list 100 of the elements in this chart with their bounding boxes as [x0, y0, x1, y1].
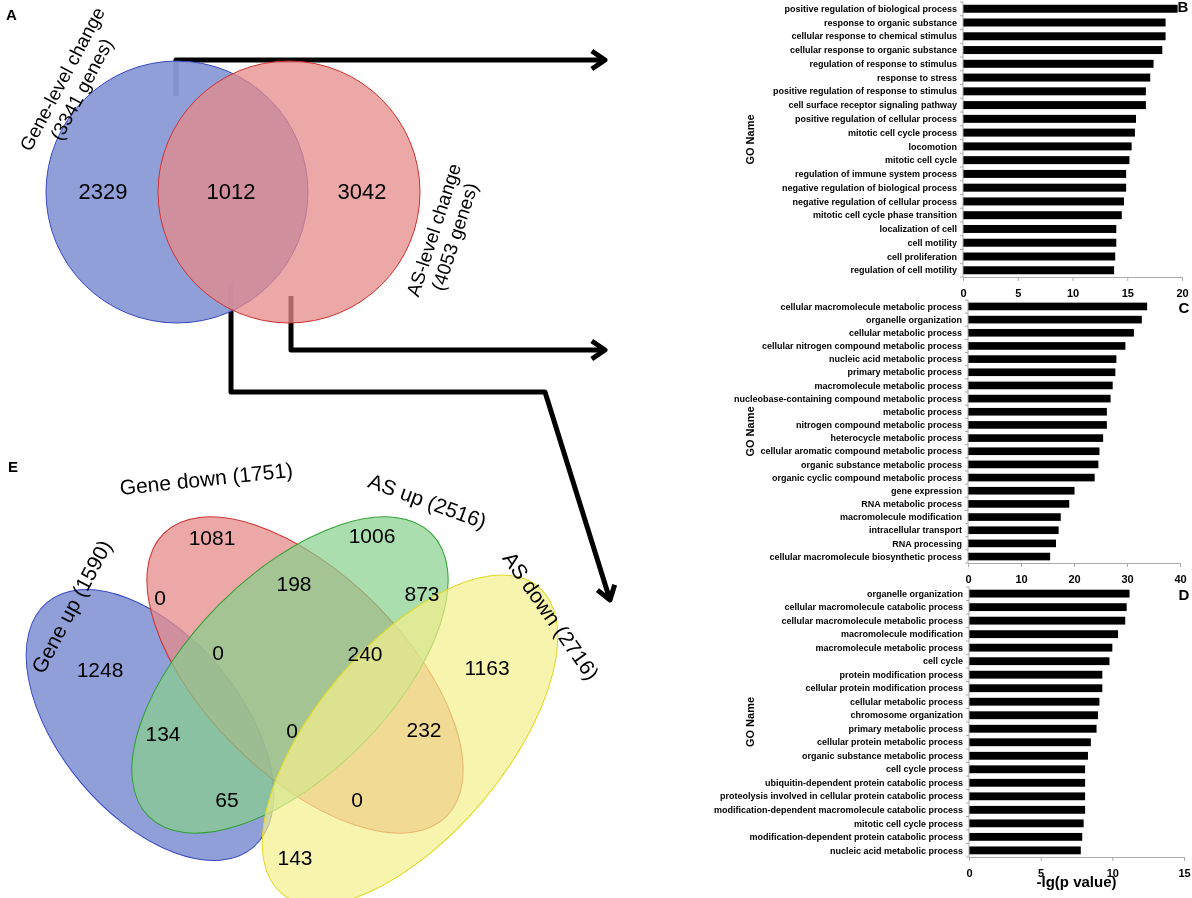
y-tick-label: cell surface receptor signaling pathway — [788, 100, 957, 111]
y-tick-label: nitrogen compound metabolic process — [795, 420, 962, 431]
x-tick-label: 20 — [1068, 573, 1081, 586]
text: 198 — [276, 572, 312, 596]
text: 134 — [145, 722, 181, 746]
bar — [968, 460, 1099, 469]
y-tick-label: heterocycle metabolic process — [830, 433, 962, 444]
y-tick-label: cellular macromolecule biosynthetic process — [769, 551, 962, 562]
text: 65 — [215, 788, 239, 812]
bar — [963, 211, 1122, 220]
y-tick-label: cellular protein modification process — [805, 683, 963, 694]
x-tick-label: 5 — [1015, 287, 1022, 300]
bar — [969, 589, 1130, 598]
y-tick-label: nucleobase-containing compound metabolic process — [733, 393, 962, 404]
bar — [963, 101, 1146, 110]
text: 232 — [406, 718, 442, 742]
y-tick-label: nucleic acid metabolic process — [828, 354, 962, 365]
bar — [968, 434, 1104, 442]
y-tick-label: cellular protein metabolic process — [816, 737, 963, 748]
y-tick-label: cellular macromolecule catabolic process — [784, 602, 963, 613]
bar — [963, 266, 1115, 275]
bar — [969, 657, 1110, 666]
y-tick-label: cellular macromolecule metabolic process — [781, 615, 963, 626]
bar — [963, 156, 1130, 165]
x-tick-label: 0 — [966, 867, 973, 880]
y-tick-label: RNA processing — [892, 538, 962, 549]
y-axis-title: GO Name — [744, 696, 756, 748]
bar — [969, 751, 1088, 760]
y-tick-label: cell motility — [907, 237, 957, 248]
chart-title: B — [1177, 0, 1189, 15]
text: 0 — [286, 719, 298, 743]
y-tick-label: protein modification process — [839, 669, 963, 680]
bar — [963, 59, 1154, 68]
bar — [963, 73, 1151, 82]
chart-title: D — [1178, 586, 1190, 603]
y-tick-label: positive regulation of response to stimulus — [772, 86, 957, 97]
y-tick-label: macromolecule metabolic process — [815, 642, 963, 653]
text: 1163 — [464, 656, 510, 680]
text: 3042 — [337, 178, 387, 204]
y-tick-label: cell proliferation — [886, 251, 957, 262]
y-tick-label: mitotic cell cycle — [884, 155, 957, 166]
bar — [969, 805, 1086, 814]
y-tick-label: negative regulation of biological process — [781, 182, 957, 193]
y-tick-label: response to organic substance — [823, 17, 957, 28]
y-tick-label: cellular nitrogen compound metabolic process — [761, 341, 962, 352]
y-tick-label: negative regulation of cellular process — [792, 196, 957, 207]
y-tick-label: organic substance metabolic process — [800, 459, 962, 470]
y-tick-label: nucleic acid metabolic process — [829, 845, 963, 856]
bar — [969, 670, 1103, 679]
y-tick-label: chromosome organization — [850, 710, 963, 721]
bar — [963, 197, 1124, 206]
bar — [968, 368, 1116, 377]
bar — [969, 765, 1086, 774]
y-tick-label: proteolysis involved in cellular protein catabolic process — [719, 791, 963, 802]
y-tick-label: ubiquitin-dependent protein catabolic process — [764, 777, 963, 788]
y-tick-label: response to stress — [876, 72, 957, 83]
y-tick-label: cellular metabolic process — [848, 327, 962, 338]
y-tick-label: cellular response to chemical stimulus — [791, 31, 957, 42]
y-tick-label: organelle organization — [865, 314, 962, 325]
bar — [969, 846, 1081, 855]
bar — [969, 616, 1126, 625]
x-tick-label: 20 — [1176, 287, 1189, 300]
y-tick-label: regulation of immune system process — [794, 169, 957, 180]
bar — [968, 342, 1126, 350]
bar — [969, 697, 1100, 706]
y-tick-label: locomotion — [908, 141, 957, 152]
text: 1248 — [76, 658, 124, 682]
category-label: Gene down (1751) — [118, 458, 294, 500]
bar — [963, 183, 1127, 192]
x-tick-label: 15 — [1121, 287, 1134, 300]
y-axis-title: GO Name — [744, 406, 756, 457]
bar — [963, 169, 1127, 178]
y-tick-label: primary metabolic process — [847, 367, 962, 378]
bar — [969, 738, 1091, 747]
y-tick-label: cellular aromatic compound metabolic process — [760, 446, 962, 457]
y-tick-label: mitotic cell cycle phase transition — [812, 210, 957, 221]
y-tick-label: modification-dependent macromolecule catabolic process — [713, 804, 963, 815]
y-tick-label: positive regulation of cellular process — [794, 114, 957, 124]
category-label: AS-level change (4053 genes) — [402, 160, 483, 300]
bar — [968, 539, 1056, 548]
bar — [968, 394, 1111, 403]
bar — [968, 447, 1100, 456]
text: 1081 — [188, 526, 236, 550]
y-tick-label: cellular macromolecule metabolic process — [780, 301, 962, 312]
bar — [969, 630, 1119, 639]
x-tick-label: 10 — [1015, 573, 1028, 586]
bar — [963, 46, 1163, 55]
bar — [968, 552, 1051, 561]
bar — [969, 724, 1097, 733]
bar — [968, 526, 1059, 535]
text: 873 — [404, 582, 440, 606]
text: 0 — [351, 788, 363, 812]
bar — [969, 778, 1086, 787]
bar — [969, 711, 1098, 720]
x-tick-label: 10 — [1066, 287, 1080, 300]
bar — [968, 486, 1075, 495]
y-tick-label: RNA metabolic process — [861, 499, 962, 510]
x-tick-label: 30 — [1121, 573, 1134, 586]
bar — [969, 832, 1083, 841]
bar — [969, 603, 1127, 612]
